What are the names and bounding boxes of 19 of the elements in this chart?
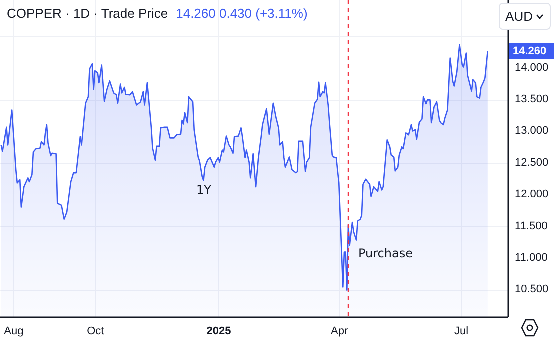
x-tick-label: 2025 [206, 326, 232, 338]
annotation: AUD [506, 9, 533, 24]
x-tick-label: Oct [87, 326, 104, 338]
chart-subtitle: 14.260 0.430 (+3.11%) [176, 6, 308, 21]
x-tick-label: Jul [454, 326, 469, 338]
annotation: 1Y [196, 183, 212, 197]
y-tick-label: 12.500 [515, 156, 549, 169]
y-tick-label: 11.500 [515, 220, 548, 232]
y-tick-label: 14.000 [515, 62, 549, 74]
ref-line-label: Purchase [358, 246, 413, 261]
y-tick-label: 10.500 [515, 284, 549, 296]
x-tick-label: Aug [4, 326, 24, 338]
y-tick-label: 13.500 [515, 94, 549, 106]
y-tick-label: 13.000 [515, 125, 549, 138]
chart-title: COPPER · 1D · Trade Price [7, 6, 168, 21]
text: 14.260 [513, 45, 547, 58]
y-tick-label: 12.000 [515, 188, 549, 201]
y-tick-label: 11.000 [515, 252, 548, 264]
x-tick-label: Apr [331, 326, 349, 338]
